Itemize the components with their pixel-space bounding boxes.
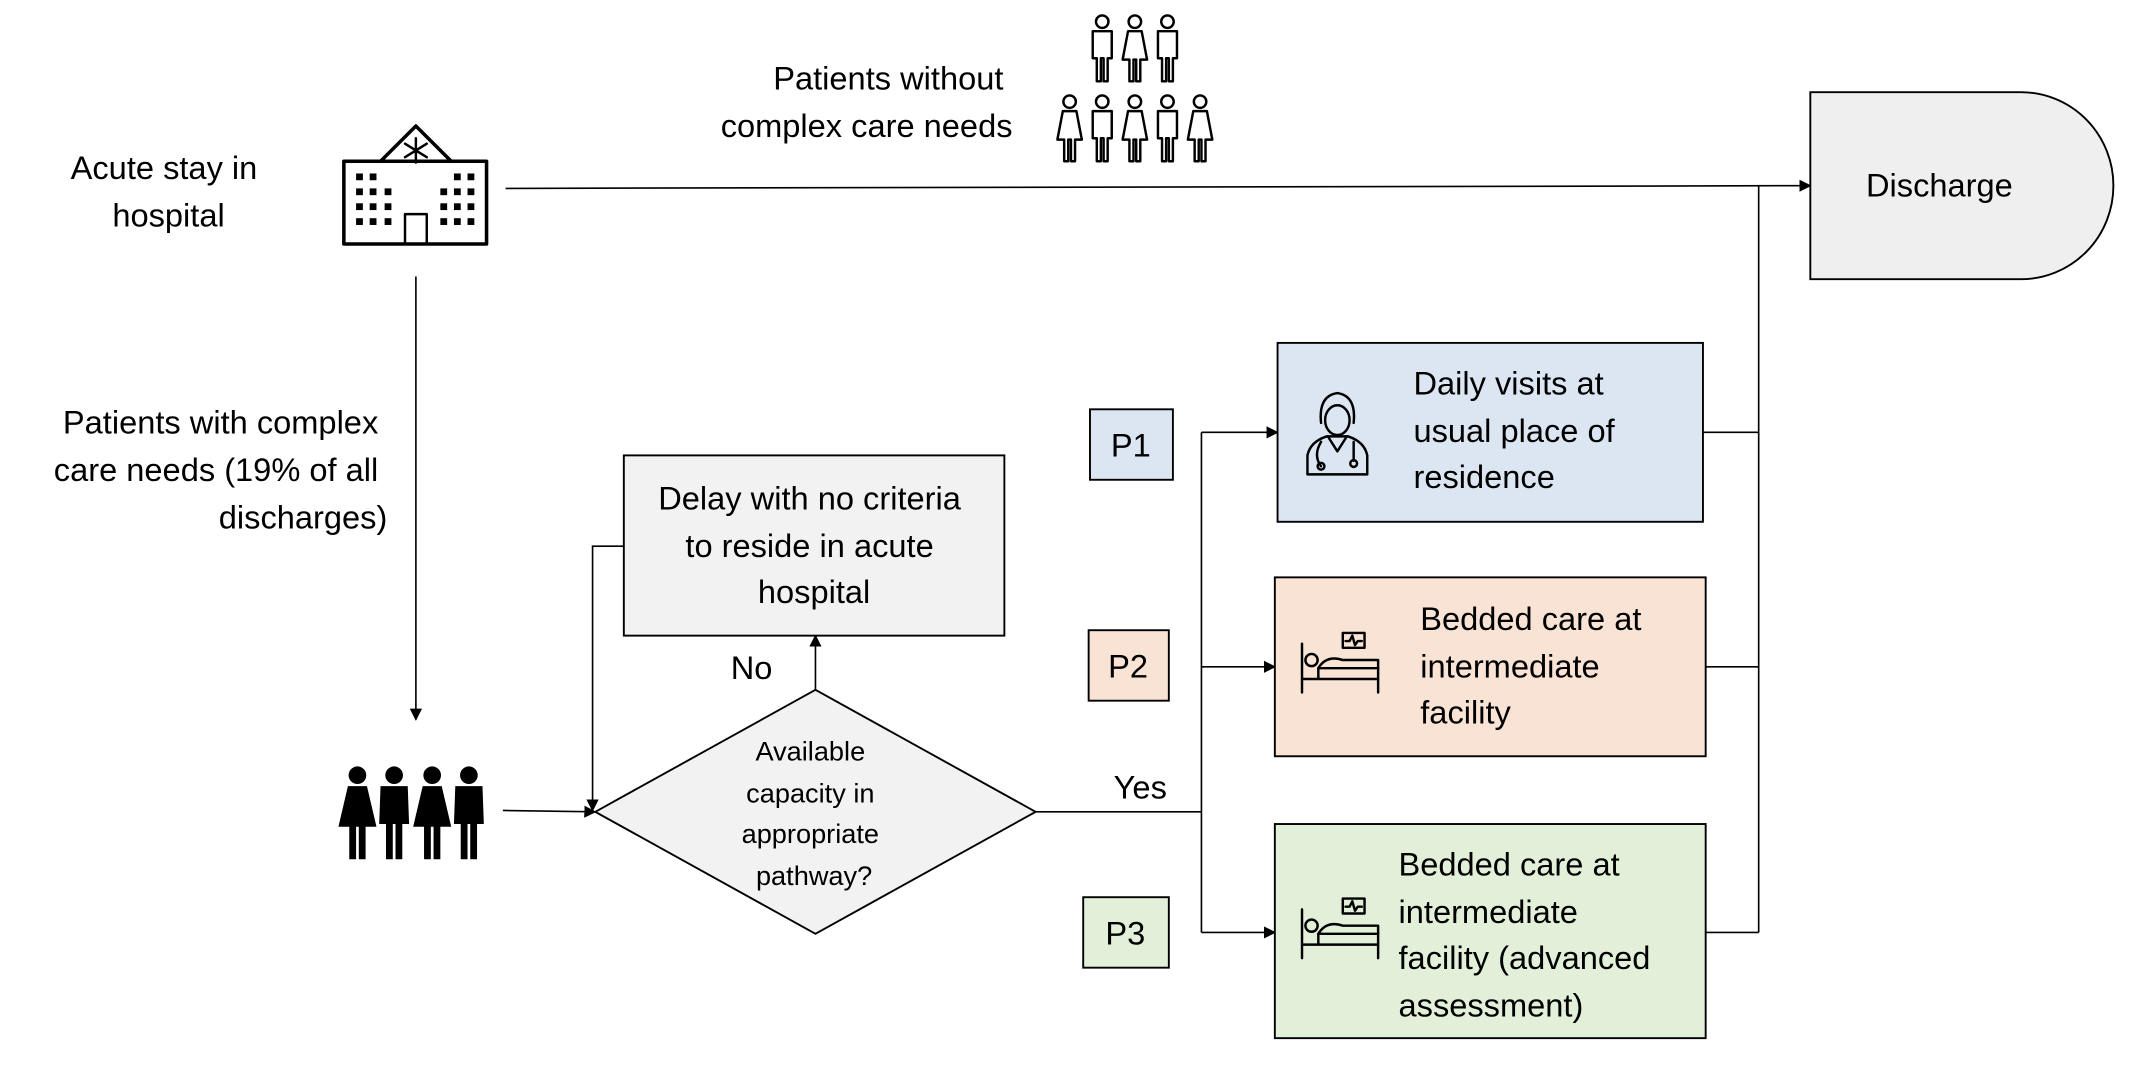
delay-box-text: Delay with no criteria to reside in acut… <box>658 481 970 610</box>
delay-box <box>622 454 1006 637</box>
p3-code-label: P3 <box>1105 916 1145 952</box>
p2-code-tag <box>1087 629 1170 702</box>
p3-pathway-box <box>1273 823 1707 1040</box>
p1-code-label: P1 <box>1111 428 1151 464</box>
p2-pathway-box <box>1273 576 1707 758</box>
capacity-decision-diamond <box>593 688 1038 935</box>
hospital-icon <box>342 124 489 246</box>
p2-code-label: P2 <box>1108 649 1148 685</box>
p1-pathway-box <box>1276 341 1704 523</box>
p3-code-tag <box>1082 896 1170 969</box>
clinician-icon <box>1306 391 1369 476</box>
p1-pathway-text: Daily visits at usual place of residence <box>1413 365 1623 494</box>
discharge-terminal <box>1809 91 2115 281</box>
decision-text: Available capacity in appropriate pathwa… <box>742 735 887 891</box>
no-complex-needs-label: Patients without complex care needs <box>721 60 1013 143</box>
no-label: No <box>731 650 773 686</box>
delay-to-decision-loop-line <box>586 545 624 812</box>
people-outline-group-icon <box>1056 14 1214 163</box>
discharge-label: Discharge <box>1866 168 2013 204</box>
p3-pathway-text: Bedded care at intermediate facility (ad… <box>1399 847 1660 1024</box>
start-label: Acute stay in hospital <box>71 150 267 233</box>
yes-label: Yes <box>1114 769 1167 805</box>
p2-pathway-text: Bedded care at intermediate facility <box>1420 601 1650 730</box>
people-solid-group-icon <box>338 766 484 860</box>
complex-needs-label: Patients with complex care needs (19% of… <box>54 405 388 536</box>
patients-to-decision-line <box>502 805 597 818</box>
p1-code-tag <box>1089 408 1174 481</box>
top-flow-line <box>505 179 1812 192</box>
